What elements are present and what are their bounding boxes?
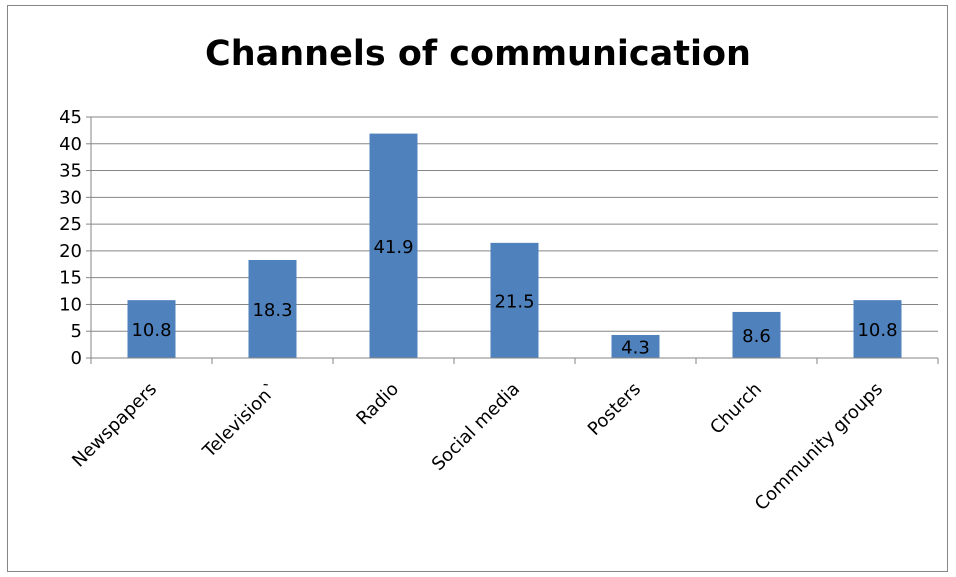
data-label: 10.8 <box>131 320 171 341</box>
y-tick-label: 5 <box>71 321 82 342</box>
data-label: 8.6 <box>742 326 771 347</box>
x-category-label: Newspapers <box>68 379 161 472</box>
x-category-label: Social media <box>428 379 524 475</box>
x-category-label: Radio <box>352 379 403 430</box>
x-category-label: Church <box>706 379 766 439</box>
y-tick-label: 10 <box>59 294 82 315</box>
data-label: 4.3 <box>621 337 650 358</box>
data-label: 21.5 <box>494 291 534 312</box>
y-tick-label: 20 <box>59 241 82 262</box>
data-label: 41.9 <box>373 237 413 258</box>
x-category-label: Community groups <box>751 379 887 515</box>
x-category-label: Television` <box>198 379 282 463</box>
y-tick-label: 0 <box>71 348 82 369</box>
y-tick-label: 15 <box>59 268 82 289</box>
y-tick-label: 25 <box>59 214 82 235</box>
y-tick-label: 30 <box>59 187 82 208</box>
y-tick-label: 35 <box>59 161 82 182</box>
x-category-label: Posters <box>584 379 645 440</box>
y-tick-label: 45 <box>59 107 82 128</box>
labels: 0 5 10 15 20 25 30 35 40 45 10.8 Newspapers 18.3 Tele… <box>59 107 897 515</box>
y-tick-label: 40 <box>59 134 82 155</box>
data-label: 18.3 <box>252 300 292 321</box>
data-label: 10.8 <box>857 320 897 341</box>
bars <box>128 134 902 358</box>
